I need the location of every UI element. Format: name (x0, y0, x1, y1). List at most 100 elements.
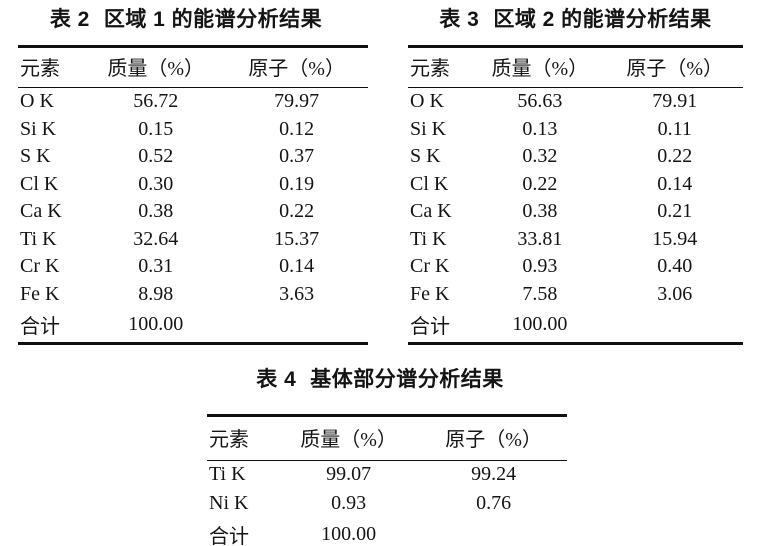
cell-atomic-percent: 0.14 (279, 255, 315, 277)
cell-element: Ca K (410, 200, 452, 222)
cell-element: S K (410, 145, 441, 167)
cell-mass-percent: 56.72 (133, 90, 179, 112)
cell-element: 合计 (20, 316, 60, 338)
cell-element: O K (410, 90, 444, 112)
cell-element: Cr K (410, 255, 450, 277)
table-row: Si K 0.15 0.12 (18, 116, 368, 144)
table-row: Ti K 33.81 15.94 (408, 226, 743, 254)
table-row: Fe K 8.98 3.63 (18, 281, 368, 309)
cell-mass-percent: 0.32 (522, 145, 558, 167)
table2-region1-eds-results: 元素 质量（%） 原子（%） O K 56.72 79.97 Si K 0.15 0.12… (18, 45, 368, 345)
cell-mass-percent: 7.58 (522, 282, 558, 305)
table-row: Cr K 0.93 0.40 (408, 253, 743, 281)
table-row: S K 0.32 0.22 (408, 143, 743, 171)
cell-mass-percent: 33.81 (517, 227, 563, 250)
table4-caption-title: 基体部分谱分析结果 (310, 367, 504, 391)
col-header-element: 元素 (207, 415, 277, 461)
table-row: Ca K 0.38 0.22 (18, 198, 368, 226)
cell-atomic-percent: 3.06 (657, 282, 693, 305)
cell-mass-percent: 100.00 (321, 523, 377, 545)
table3-region2-eds-results: 元素 质量（%） 原子（%） O K 56.63 79.91 Si K 0.13 0.11… (408, 45, 743, 345)
cell-mass-percent: 56.63 (517, 90, 563, 112)
cell-mass-percent: 0.22 (522, 172, 558, 195)
cell-element: Si K (20, 117, 57, 140)
cell-mass-percent: 0.38 (522, 200, 558, 222)
cell-element: Cl K (410, 172, 449, 195)
cell-mass-percent: 0.13 (522, 117, 558, 140)
cell-atomic-percent: 3.63 (279, 282, 315, 305)
table4-header: 元素 质量（%） 原子（%） (207, 415, 567, 461)
col-header-element: 元素 (408, 46, 474, 88)
col-header-atomic-percent: 原子（%） (420, 415, 567, 461)
cell-element: Fe K (20, 282, 60, 305)
cell-element: Ca K (20, 200, 62, 222)
col-header-element: 元素 (18, 46, 87, 88)
table-row: Cl K 0.22 0.14 (408, 171, 743, 199)
table4-section: 表 4 基体部分谱分析结果 元素 质量（%） 原子（%） Ti K 99.07 99.… (207, 367, 567, 546)
table-row: Ca K 0.38 0.21 (408, 198, 743, 226)
cell-element: Ti K (20, 227, 57, 250)
cell-mass-percent: 0.15 (138, 117, 174, 140)
table2-caption-label: 表 2 (49, 8, 90, 31)
cell-element: Ni K (209, 491, 249, 514)
col-header-mass-percent: 质量（%） (473, 46, 607, 88)
cell-element: Ti K (209, 463, 246, 485)
cell-atomic-percent: 15.37 (274, 227, 320, 250)
table-row: Ni K 0.93 0.76 (207, 489, 567, 518)
table2-body: O K 56.72 79.97 Si K 0.15 0.12 S K 0.52 0.37 Cl K… (18, 88, 368, 344)
table-row: Cl K 0.30 0.19 (18, 171, 368, 199)
table-row: Ti K 32.64 15.37 (18, 226, 368, 254)
cell-mass-percent: 8.98 (138, 282, 174, 305)
table3-caption-title: 区域 2 的能谱分析结果 (493, 8, 712, 31)
cell-mass-percent: 99.07 (326, 463, 372, 485)
cell-mass-percent: 0.38 (138, 200, 174, 222)
table2-section: 表 2 区域 1 的能谱分析结果 元素 质量（%） 原子（%） O K 56.72 7… (0, 7, 368, 345)
cell-atomic-percent: 0.37 (279, 145, 315, 167)
table-row: S K 0.52 0.37 (18, 143, 368, 171)
cell-atomic-percent: 79.91 (652, 90, 698, 112)
cell-mass-percent: 0.30 (138, 172, 174, 195)
cell-mass-percent: 0.52 (138, 145, 174, 167)
table-row: O K 56.72 79.97 (18, 88, 368, 116)
cell-mass-percent: 0.31 (138, 255, 174, 277)
cell-element: Cl K (20, 172, 59, 195)
table3-caption: 表 3 区域 2 的能谱分析结果 (408, 7, 743, 32)
table3-header: 元素 质量（%） 原子（%） (408, 46, 743, 88)
table3-caption-label: 表 3 (439, 8, 480, 31)
cell-atomic-percent: 15.94 (652, 227, 698, 250)
cell-atomic-percent: 0.19 (279, 172, 315, 195)
table2-caption: 表 2 区域 1 的能谱分析结果 (4, 7, 368, 32)
cell-atomic-percent: 79.97 (274, 90, 320, 112)
cell-element: 合计 (410, 316, 450, 338)
table-row: Si K 0.13 0.11 (408, 116, 743, 144)
cell-element: Ti K (410, 227, 447, 250)
cell-element: 合计 (209, 526, 249, 546)
table-row: 合计 100.00 (18, 308, 368, 343)
table-row: Cr K 0.31 0.14 (18, 253, 368, 281)
cell-atomic-percent: 0.22 (657, 145, 693, 167)
cell-atomic-percent (225, 308, 368, 343)
cell-element: Si K (410, 117, 447, 140)
table-row: 合计 100.00 (408, 308, 743, 343)
table4-body: Ti K 99.07 99.24 Ni K 0.93 0.76 合计 100.00 (207, 460, 567, 546)
table2-header: 元素 质量（%） 原子（%） (18, 46, 368, 88)
col-header-atomic-percent: 原子（%） (606, 46, 743, 88)
col-header-mass-percent: 质量（%） (86, 46, 226, 88)
top-tables-row: 表 2 区域 1 的能谱分析结果 元素 质量（%） 原子（%） O K 56.72 7… (0, 7, 759, 345)
cell-element: Fe K (410, 282, 450, 305)
table4-caption-label: 表 4 (256, 367, 297, 391)
table3-body: O K 56.63 79.91 Si K 0.13 0.11 S K 0.32 0.22 Cl K… (408, 88, 743, 344)
col-header-atomic-percent: 原子（%） (225, 46, 368, 88)
header-row: 元素 质量（%） 原子（%） (408, 46, 743, 88)
cell-atomic-percent: 0.22 (279, 200, 315, 222)
cell-mass-percent: 32.64 (133, 227, 179, 250)
table-row: O K 56.63 79.91 (408, 88, 743, 116)
table-row: Fe K 7.58 3.06 (408, 281, 743, 309)
cell-element: S K (20, 145, 51, 167)
cell-mass-percent: 0.93 (331, 491, 367, 514)
cell-atomic-percent: 0.12 (279, 117, 315, 140)
cell-mass-percent: 100.00 (128, 313, 184, 335)
cell-atomic-percent: 99.24 (471, 463, 517, 485)
table2-caption-title: 区域 1 的能谱分析结果 (103, 8, 323, 31)
